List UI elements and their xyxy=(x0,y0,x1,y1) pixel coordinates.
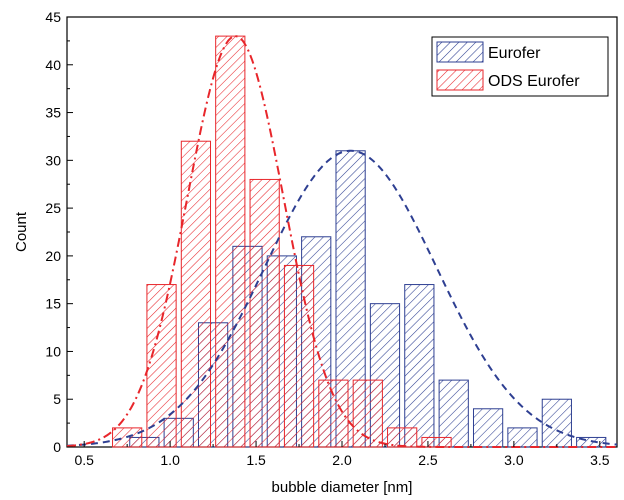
x-tick-label: 3.0 xyxy=(504,452,524,468)
x-tick-label: 1.5 xyxy=(246,452,266,468)
x-tick-label: 2.5 xyxy=(418,452,438,468)
y-tick-label: 25 xyxy=(45,200,61,216)
ods-eurofer-fit-curve xyxy=(66,35,617,448)
y-tick-label: 10 xyxy=(45,343,61,359)
legend-label-ods-eurofer: ODS Eurofer xyxy=(488,73,580,90)
x-tick-label: 2.0 xyxy=(332,452,352,468)
y-axis-label: Count xyxy=(13,211,30,252)
eurofer-bar xyxy=(541,398,572,448)
x-axis: 0.5 1.0 1.5 2.0 2.5 3.0 3.5 xyxy=(74,441,610,468)
eurofer-bar xyxy=(438,379,469,448)
ods-eurofer-bar xyxy=(421,436,452,448)
eurofer-bar xyxy=(472,408,504,448)
x-tick-label: 1.0 xyxy=(160,452,180,468)
x-axis-label: bubble diameter [nm] xyxy=(272,479,413,496)
ods-eurofer-bar xyxy=(249,178,280,448)
x-tick-label: 3.5 xyxy=(590,452,610,468)
y-tick-label: 30 xyxy=(45,152,61,168)
ods-eurofer-bar xyxy=(283,264,315,448)
y-tick-label: 40 xyxy=(45,57,61,73)
gaussian-fit-curves xyxy=(66,35,618,448)
legend-label-eurofer: Eurofer xyxy=(488,45,541,62)
ods-eurofer-bar xyxy=(318,379,349,448)
ods-eurofer-bar xyxy=(387,427,418,448)
legend: Eurofer ODS Eurofer xyxy=(431,36,609,97)
y-tick-label: 20 xyxy=(45,248,61,264)
ods-eurofer-bar xyxy=(180,140,212,448)
y-tick-label: 15 xyxy=(45,296,61,312)
eurofer-bar xyxy=(404,284,435,448)
y-axis: 0 5 10 15 20 25 30 35 40 45 xyxy=(45,9,73,455)
y-tick-label: 5 xyxy=(53,391,61,407)
y-tick-label: 35 xyxy=(45,105,61,121)
legend-swatch-ods-eurofer xyxy=(436,69,484,91)
x-tick-label: 0.5 xyxy=(74,452,94,468)
ods-eurofer-bar xyxy=(146,284,177,448)
y-tick-label: 0 xyxy=(53,439,61,455)
y-tick-label: 45 xyxy=(45,9,61,25)
ods-eurofer-bar xyxy=(352,379,383,448)
eurofer-bar xyxy=(507,427,538,448)
ods-eurofer-bar xyxy=(215,35,246,448)
legend-swatch-eurofer xyxy=(436,41,484,63)
